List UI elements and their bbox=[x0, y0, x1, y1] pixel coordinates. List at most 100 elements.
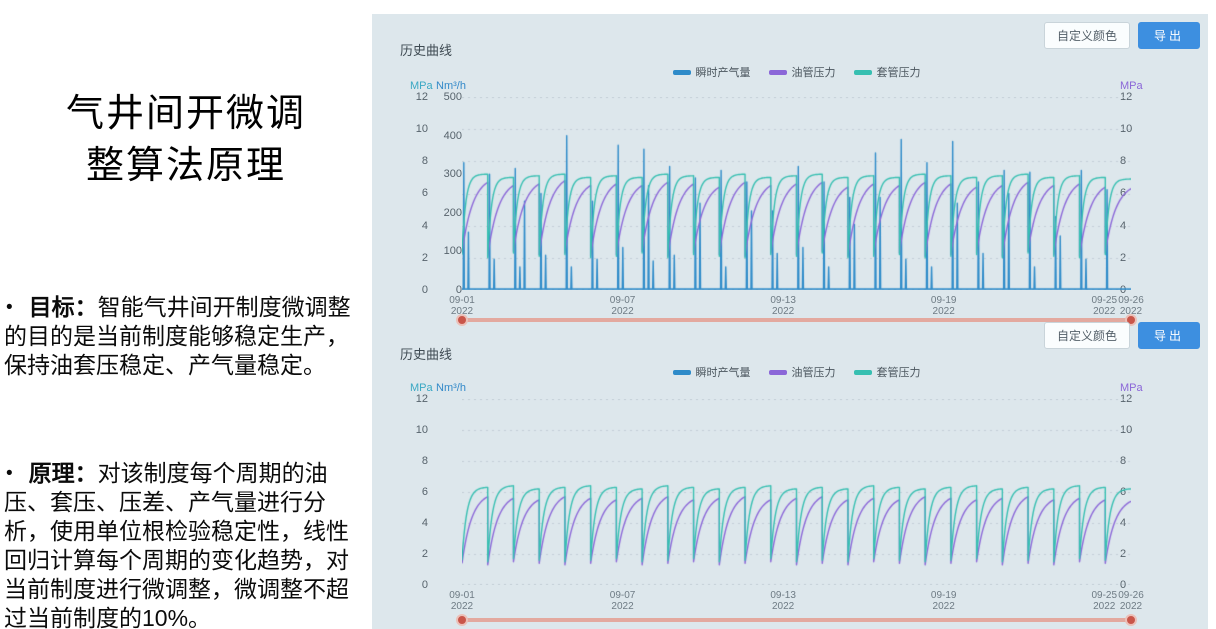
x-tick-date: 09-01 bbox=[449, 295, 475, 306]
axis-unit-mpa-right: MPa bbox=[1120, 80, 1143, 92]
slider-handle-left[interactable] bbox=[456, 614, 468, 626]
y-tick: 2 bbox=[421, 251, 428, 264]
legend-label: 瞬时产气量 bbox=[695, 67, 751, 79]
chart-legend: 瞬时产气量 油管压力 套管压力 bbox=[462, 64, 1131, 80]
legend-item[interactable]: 瞬时产气量 bbox=[672, 64, 751, 80]
y-tick: 6 bbox=[421, 486, 428, 498]
left-text-pane: 气井间开微调 整算法原理 • 目标：智能气井间开制度微调整的目的是当前制度能够稳定… bbox=[0, 0, 372, 629]
page-title-line2: 整算法原理 bbox=[85, 145, 286, 187]
y-tick: 300 bbox=[443, 168, 462, 181]
chart-canvas-top[interactable] bbox=[462, 97, 1131, 290]
slider-handle-right[interactable] bbox=[1125, 614, 1137, 626]
chart-legend: 瞬时产气量 油管压力 套管压力 bbox=[462, 364, 1131, 380]
x-tick: 09-25 2022 bbox=[1091, 590, 1117, 612]
x-tick-date: 09-01 bbox=[449, 590, 475, 601]
x-tick: 09-19 2022 bbox=[931, 295, 957, 317]
x-axis: 09-01 2022 09-07 2022 09-13 2022 09-19 2022 09-2… bbox=[449, 590, 1144, 614]
x-tick-date: 09-13 bbox=[770, 590, 796, 601]
chart-section-top: 自定义颜色 导出 历史曲线 瞬时产气量 油管压力 套管压力 MPa Nm³/h MP… bbox=[372, 14, 1208, 326]
y-tick: 6 bbox=[421, 187, 428, 200]
legend-swatch bbox=[768, 369, 787, 375]
x-tick: 09-25 2022 bbox=[1091, 295, 1117, 317]
bullet-goal: • 目标：智能气井间开制度微调整的目的是当前制度能够稳定生产，保持油套压稳定、产气… bbox=[4, 293, 366, 380]
x-tick-year: 2022 bbox=[1093, 306, 1116, 317]
chart-title: 历史曲线 bbox=[400, 347, 453, 362]
legend-item[interactable]: 瞬时产气量 bbox=[672, 364, 751, 380]
x-tick: 09-13 2022 bbox=[770, 590, 796, 612]
y-tick: 12 bbox=[415, 393, 428, 405]
y-axis-flow: 500 400 300 200 100 0 bbox=[432, 90, 462, 297]
x-tick-year: 2022 bbox=[611, 306, 634, 317]
export-button[interactable]: 导出 bbox=[1137, 322, 1200, 349]
y-tick: 0 bbox=[455, 283, 462, 296]
chart-title: 历史曲线 bbox=[400, 43, 453, 58]
legend-label: 瞬时产气量 bbox=[695, 367, 751, 379]
x-tick: 09-19 2022 bbox=[931, 590, 957, 612]
chart-section-bottom: 自定义颜色 导出 历史曲线 瞬时产气量 油管压力 套管压力 MPa Nm³/h MP… bbox=[372, 314, 1208, 629]
bullet-principle-label: 原理： bbox=[28, 460, 98, 486]
axis-unit-mpa-left: MPa bbox=[410, 80, 433, 92]
legend-swatch bbox=[853, 69, 872, 75]
legend-swatch bbox=[672, 369, 691, 375]
bullet-marker: • bbox=[6, 463, 13, 484]
y-tick: 0 bbox=[1120, 579, 1127, 591]
bullet-goal-label: 目标： bbox=[28, 294, 98, 320]
x-tick-date: 09-19 bbox=[930, 295, 957, 306]
x-tick-date: 09-26 bbox=[1118, 590, 1144, 601]
x-tick-date: 09-07 bbox=[609, 295, 636, 306]
y-axis-mpa-left: 12 10 8 6 4 2 0 bbox=[402, 90, 428, 297]
x-tick-year: 2022 bbox=[771, 601, 795, 612]
x-tick-year: 2022 bbox=[1119, 306, 1143, 317]
chart-canvas-bottom[interactable] bbox=[462, 399, 1131, 585]
datazoom-slider[interactable] bbox=[456, 614, 1137, 626]
y-tick: 4 bbox=[421, 517, 428, 529]
legend-label: 油管压力 bbox=[791, 367, 836, 379]
custom-color-button[interactable]: 自定义颜色 bbox=[1043, 22, 1130, 49]
custom-color-button[interactable]: 自定义颜色 bbox=[1043, 322, 1130, 349]
y-tick: 8 bbox=[421, 155, 428, 168]
export-button[interactable]: 导出 bbox=[1137, 22, 1200, 49]
y-tick: 100 bbox=[443, 245, 462, 258]
plot-area bbox=[462, 399, 1131, 585]
legend-item[interactable]: 套管压力 bbox=[853, 64, 921, 80]
x-tick-year: 2022 bbox=[771, 306, 795, 317]
x-tick: 09-07 2022 bbox=[610, 295, 636, 317]
bullet-goal-text: 智能气井间开制度微调整的目的是当前制度能够稳定生产，保持油套压稳定、产气量稳定。 bbox=[4, 294, 351, 378]
legend-swatch bbox=[768, 69, 787, 75]
y-tick: 0 bbox=[421, 579, 428, 591]
y-tick: 200 bbox=[443, 206, 462, 219]
x-tick-date: 09-26 bbox=[1118, 295, 1144, 306]
legend-label: 套管压力 bbox=[876, 367, 921, 379]
x-tick-year: 2022 bbox=[450, 306, 474, 317]
bullet-marker: • bbox=[6, 297, 13, 318]
x-tick-year: 2022 bbox=[932, 601, 955, 612]
bullet-principle: • 原理：对该制度每个周期的油压、套压、压差、产气量进行分析，使用单位根检验稳定性… bbox=[4, 459, 366, 629]
y-tick: 500 bbox=[443, 91, 462, 103]
x-tick-date: 09-25 bbox=[1091, 590, 1118, 601]
y-tick: 10 bbox=[415, 424, 428, 436]
x-tick-year: 2022 bbox=[1093, 601, 1116, 612]
x-tick-date: 09-19 bbox=[930, 590, 957, 601]
y-tick: 4 bbox=[421, 219, 428, 232]
axis-unit-flow: Nm³/h bbox=[436, 80, 466, 92]
slider-handle-left[interactable] bbox=[456, 314, 468, 326]
legend-item[interactable]: 油管压力 bbox=[768, 64, 836, 80]
legend-swatch bbox=[853, 369, 872, 375]
axis-unit-flow: Nm³/h bbox=[436, 382, 466, 394]
axis-unit-mpa-right: MPa bbox=[1120, 382, 1143, 394]
x-tick-date: 09-13 bbox=[770, 295, 796, 306]
x-tick: 09-07 2022 bbox=[610, 590, 636, 612]
x-tick-year: 2022 bbox=[450, 601, 474, 612]
legend-item[interactable]: 油管压力 bbox=[768, 364, 836, 380]
x-tick: 09-01 2022 bbox=[449, 590, 475, 612]
y-tick: 400 bbox=[443, 129, 462, 142]
page-title: 气井间开微调 整算法原理 bbox=[0, 88, 372, 192]
chart-toolbar: 自定义颜色 导出 bbox=[1043, 322, 1200, 349]
history-curve-panel: 自定义颜色 导出 历史曲线 瞬时产气量 油管压力 套管压力 MPa Nm³/h MP… bbox=[372, 14, 1208, 629]
x-tick: 09-26 2022 bbox=[1118, 590, 1144, 612]
legend-item[interactable]: 套管压力 bbox=[853, 364, 921, 380]
x-axis: 09-01 2022 09-07 2022 09-13 2022 09-19 2022 09-2… bbox=[449, 295, 1144, 319]
x-tick-date: 09-07 bbox=[609, 590, 636, 601]
legend-label: 套管压力 bbox=[876, 67, 921, 79]
